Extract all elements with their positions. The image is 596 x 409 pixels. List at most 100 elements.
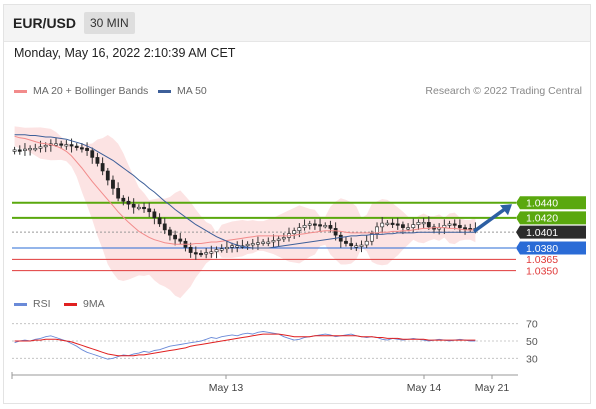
timeframe-badge[interactable]: 30 MIN (84, 12, 135, 34)
x-tick-label-1: May 14 (407, 382, 442, 394)
candle-body (136, 206, 141, 210)
rsi-9ma-line (14, 333, 476, 357)
candle-body (416, 222, 421, 225)
candle-body (59, 143, 64, 146)
candle-body (380, 222, 385, 228)
candle-body (178, 238, 183, 242)
rsi-line (14, 331, 476, 360)
price-tag-bg-0 (516, 196, 586, 210)
ma50-line (14, 134, 476, 249)
candle-body (281, 237, 286, 240)
candle-body (312, 223, 317, 226)
forecast-arrow-head (500, 204, 512, 216)
candle-body (271, 240, 276, 243)
candle-body (142, 206, 146, 210)
candle-body (426, 222, 431, 228)
price-tag-bg-1 (516, 211, 586, 225)
price-tag-pivot-3: 1.0380 (526, 243, 558, 255)
candle-body (292, 230, 297, 234)
candle-body (204, 252, 209, 255)
candle-body (95, 157, 100, 164)
candle-body (173, 234, 178, 240)
candle-body (17, 149, 22, 152)
candle-body (199, 253, 203, 256)
candle-body (116, 188, 121, 199)
candle-body (69, 144, 74, 147)
legend-ma20-label: MA 20 + Bollinger Bands (33, 85, 149, 97)
candle-body (23, 148, 27, 151)
candle-body (338, 234, 343, 242)
rsi-swatch (14, 302, 27, 306)
legend-ma20: MA 20 + Bollinger Bands (14, 85, 148, 97)
candle-body (390, 222, 395, 225)
candle-body (64, 144, 69, 147)
candle-body (126, 200, 131, 205)
legend-ma50-label: MA 50 (177, 85, 207, 97)
candle-body (349, 243, 354, 247)
candle-body (230, 245, 234, 248)
candle-body (328, 225, 333, 229)
x-tick-label-0: May 13 (209, 382, 244, 394)
candle-body (209, 251, 214, 254)
candle-body (12, 149, 17, 152)
ma20-line (14, 135, 476, 245)
bollinger-band (14, 126, 476, 299)
candle-body (214, 249, 219, 253)
candle-body (452, 223, 457, 226)
candle-body (90, 150, 95, 158)
candle-body (411, 224, 416, 228)
candle-body (359, 244, 364, 247)
candle-body (354, 245, 359, 248)
candle-body (33, 148, 38, 151)
candle-body (152, 211, 157, 219)
credit-text: Research © 2022 Trading Central (425, 85, 582, 97)
candle-body (111, 179, 115, 189)
candle-body (121, 197, 126, 202)
candle-body (369, 233, 374, 242)
price-tag-support-4: 1.0365 (526, 254, 558, 266)
candle-body (105, 170, 110, 181)
candle-body (193, 252, 198, 255)
candle-body (157, 217, 162, 225)
ma50-swatch (158, 89, 171, 93)
rsi-level-label-50: 50 (526, 336, 538, 348)
candle-body (297, 227, 302, 231)
candle-body (250, 243, 255, 246)
candle-body (406, 227, 411, 230)
candle-body (28, 148, 33, 151)
legend-9ma-label: 9MA (83, 298, 105, 310)
candle-body (80, 147, 84, 150)
candle-body (344, 240, 348, 244)
x-tick-label-2: May 21 (475, 382, 510, 394)
candle-body (463, 227, 467, 230)
price-tag-support-5: 1.0350 (526, 265, 558, 277)
candle-body (224, 246, 229, 250)
rsi-level-label-70: 70 (526, 319, 538, 331)
candle-body (245, 243, 250, 247)
price-tag-bg-3 (516, 241, 586, 255)
legend-9ma: 9MA (64, 298, 105, 310)
rsi-level-label-30: 30 (526, 353, 538, 365)
candle-body (364, 240, 369, 246)
candle-body (147, 208, 152, 213)
ma9-swatch (64, 302, 77, 306)
price-tag-resistance-1: 1.0420 (526, 213, 558, 225)
candle-body (261, 241, 266, 244)
chart-header: EUR/USD 30 MIN (4, 5, 590, 42)
candle-body (333, 228, 338, 236)
candle-body (188, 246, 193, 253)
candle-body (276, 238, 281, 241)
candle-body (323, 225, 328, 228)
candle-body (421, 222, 426, 225)
candle-body (85, 148, 89, 151)
legend-ma50: MA 50 (158, 85, 207, 97)
candle-body (100, 163, 105, 172)
candle-body (38, 146, 43, 149)
candle-body (219, 248, 224, 251)
candle-body (385, 222, 390, 225)
candle-body (375, 226, 379, 234)
candle-body (395, 223, 400, 226)
candle-body (54, 143, 58, 146)
candle-body (235, 245, 240, 248)
